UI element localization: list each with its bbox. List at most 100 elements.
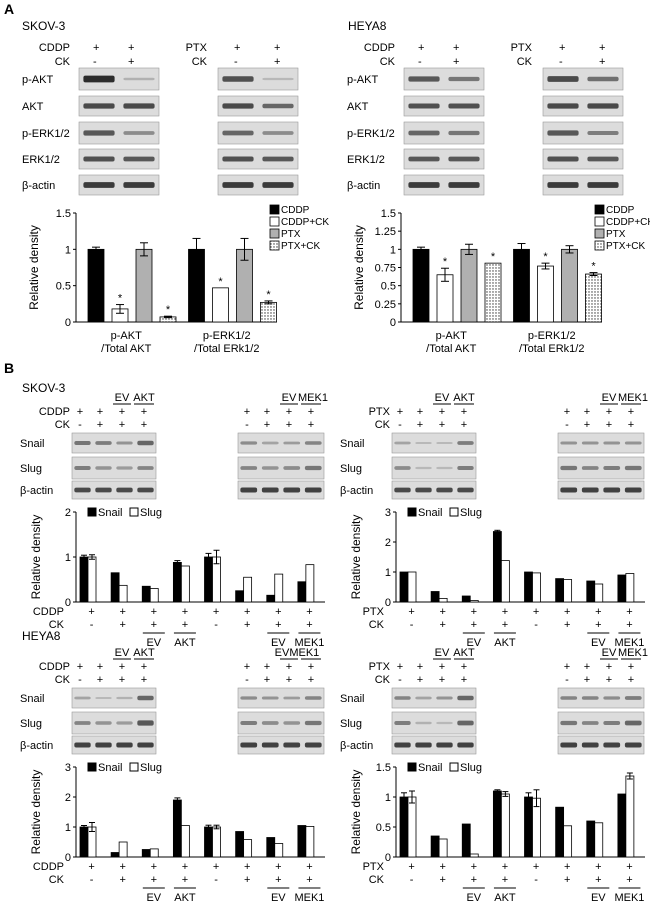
group-label-ev: EV — [435, 392, 450, 404]
ck-label: CK — [375, 419, 391, 431]
blot-band — [547, 103, 579, 109]
bar — [430, 591, 440, 603]
legend-swatch — [87, 762, 97, 772]
blot-band — [603, 487, 621, 493]
blot-band — [304, 742, 322, 748]
legend-label: CDDP — [606, 205, 635, 216]
cond-plus: + — [439, 406, 445, 418]
bar — [438, 838, 448, 858]
bar — [586, 820, 596, 858]
group-label-ev: EV — [282, 392, 297, 404]
blot-band — [457, 695, 474, 701]
significance-star: * — [266, 289, 271, 301]
blot-band — [448, 76, 480, 82]
blot-band — [408, 76, 440, 82]
significance-star: * — [591, 261, 596, 273]
blot-band — [581, 742, 599, 748]
blot-strip — [542, 174, 624, 196]
x-ck-sign: + — [502, 619, 508, 631]
blot-band — [581, 441, 599, 445]
blot-row-label: β-actin — [347, 180, 380, 192]
blot-strip — [403, 95, 485, 117]
blot-strip — [391, 480, 477, 500]
group-label-mek1: MEK1 — [618, 392, 648, 404]
blot-band — [95, 487, 112, 493]
x-group-label: EV — [591, 892, 606, 904]
y-tick-label: 0 — [65, 597, 71, 609]
ck-minus: - — [559, 56, 563, 68]
x-cond-sign: + — [151, 861, 157, 873]
y-tick-label: 1 — [385, 567, 391, 579]
legend-swatch — [407, 762, 417, 772]
skov3-title-b: SKOV-3 — [22, 381, 66, 395]
blot-band — [304, 720, 322, 726]
y-tick-label: 0.5 — [56, 281, 71, 293]
blot-strip — [71, 711, 157, 735]
legend-label: Snail — [98, 507, 122, 519]
blot-band — [116, 696, 133, 700]
blot-band — [95, 742, 112, 748]
group-label-akt: AKT — [453, 392, 475, 404]
ck-minus: - — [234, 56, 238, 68]
cond-plus: + — [308, 406, 314, 418]
cond-label: PTX — [369, 406, 391, 418]
cond-plus: + — [286, 661, 292, 673]
cond-plus: + — [461, 661, 467, 673]
blot-band — [262, 156, 294, 162]
x-ck-sign: - — [534, 619, 538, 631]
blot-strip — [391, 711, 477, 735]
ck-sign: + — [119, 674, 125, 686]
y-tick-label: 0 — [385, 597, 391, 609]
legend-swatch — [407, 507, 417, 517]
blot-strip — [217, 174, 299, 196]
x-ck-sign: + — [595, 874, 601, 886]
blot-row-label: p-AKT — [22, 74, 53, 86]
blot-row-label: Slug — [20, 718, 42, 730]
blot-band — [123, 131, 155, 135]
ck-sign: + — [286, 419, 292, 431]
bar — [141, 849, 151, 858]
group-label-ev: EV — [602, 392, 617, 404]
bar — [563, 579, 573, 603]
x-cond-sign: + — [471, 861, 477, 873]
y-tick-label: 3 — [65, 762, 71, 774]
blot-band — [457, 465, 474, 471]
blot-row-label: β-actin — [20, 485, 53, 497]
legend-label: Slug — [460, 507, 482, 519]
blot-band — [304, 696, 322, 700]
blot-band — [116, 742, 133, 748]
x-ck-sign: + — [244, 874, 250, 886]
blot-band — [603, 465, 621, 471]
bar — [172, 562, 182, 603]
legend-label: CDDP+CK — [606, 217, 650, 228]
blot-band — [262, 182, 294, 188]
legend-swatch — [594, 216, 605, 227]
blot-band — [560, 720, 578, 726]
cond-plus: + — [564, 406, 570, 418]
cddp-label: CDDP — [39, 42, 70, 54]
blot-band — [560, 696, 578, 700]
x-ck-sign: + — [439, 874, 445, 886]
group-label-evmek1: EVMEK1 — [275, 647, 320, 659]
blot-band — [394, 487, 411, 493]
cond-plus: + — [628, 406, 634, 418]
ck-minus: - — [93, 56, 97, 68]
bar — [235, 831, 245, 858]
x-cond-sign: + — [408, 606, 414, 618]
blot-band — [222, 76, 254, 82]
blot-strip — [391, 687, 477, 709]
blot-band — [448, 130, 480, 136]
ck-sign: + — [417, 674, 423, 686]
blot-band — [74, 487, 91, 493]
x-group-label: EV — [466, 637, 481, 649]
x-group-label: EV — [146, 637, 161, 649]
cond-plus: + — [264, 406, 270, 418]
blot-strip — [71, 735, 157, 755]
blot-band — [457, 742, 474, 748]
blot-band — [240, 742, 258, 748]
blot-strip — [403, 67, 485, 91]
blot-row-label: p-ERK1/2 — [347, 128, 395, 140]
x-group-label: AKT — [174, 637, 196, 649]
ck-sign: + — [308, 674, 314, 686]
